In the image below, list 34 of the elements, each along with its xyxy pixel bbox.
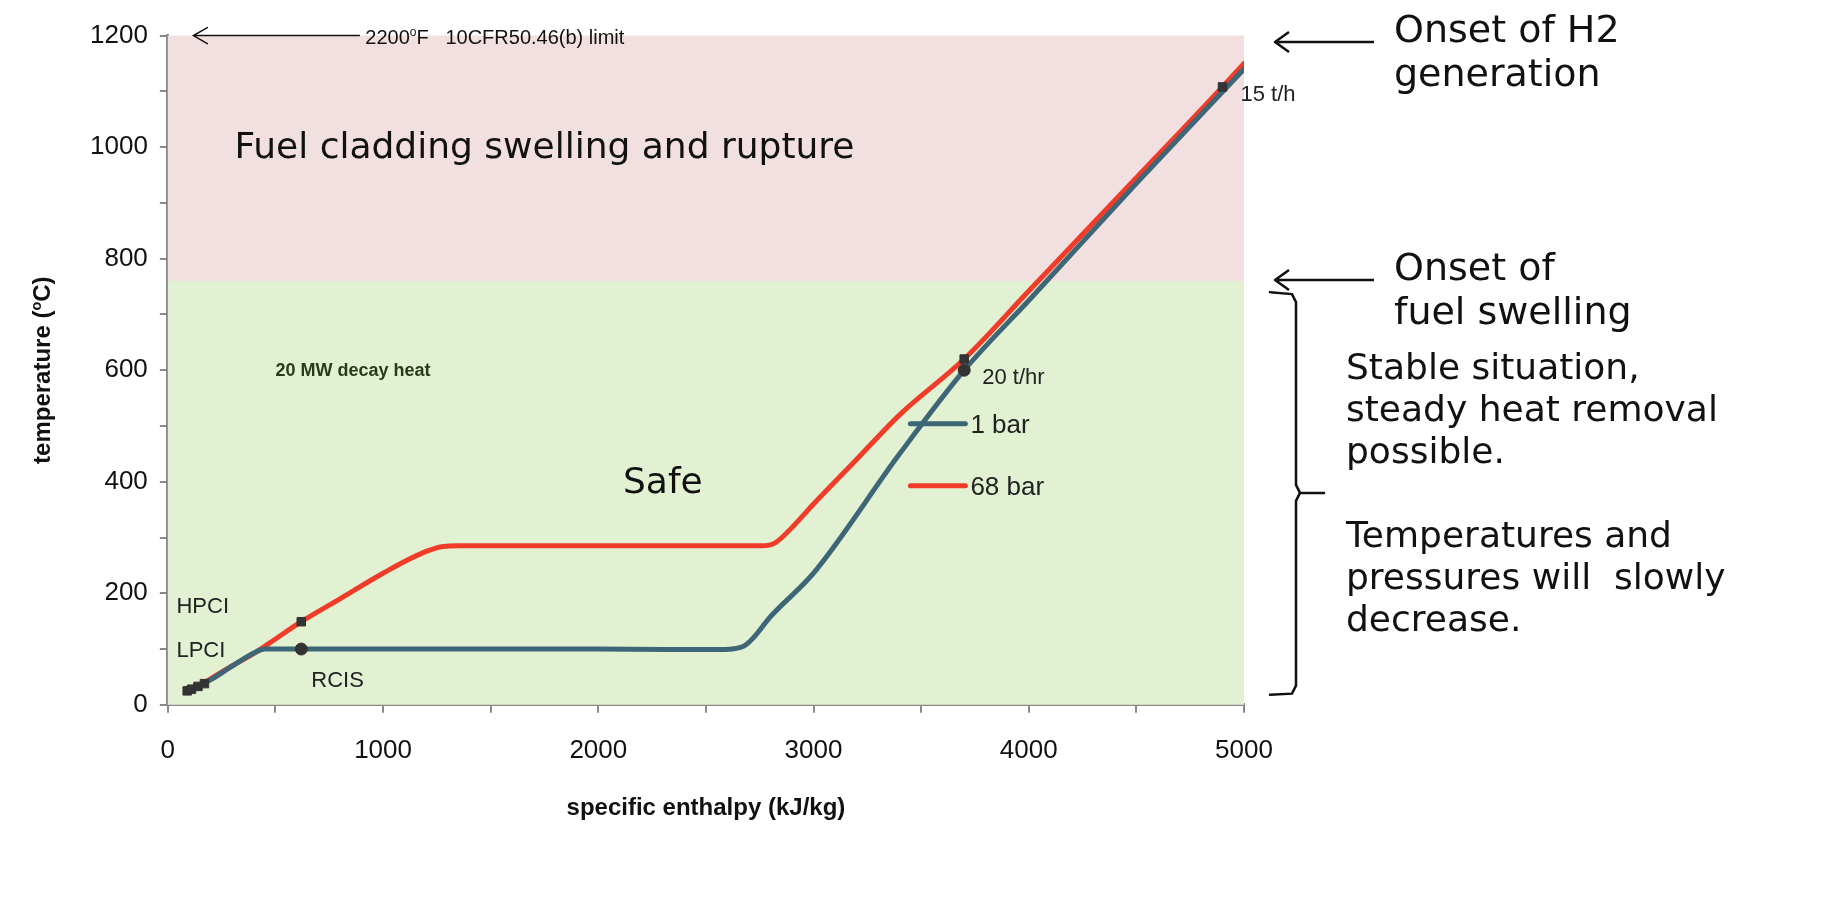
point [199, 678, 210, 689]
legend-label: 68 bar [970, 470, 1045, 501]
y-axis-title: temperature (oC) [27, 276, 55, 464]
point [294, 642, 308, 656]
x-tick-label: 5000 [1215, 733, 1273, 764]
text: Stable situation, steady heat removal possible. Temperatures and pressures will slowly decrease. [1345, 345, 1726, 639]
text: Onset of fuel swelling [1394, 244, 1632, 333]
annotation: HPCI [176, 592, 230, 618]
x-tick-label: 1000 [354, 733, 412, 764]
text: Onset of H2 generation [1394, 7, 1620, 96]
y-tick-label: 1000 [90, 130, 148, 161]
annotation: 20 t/hr [982, 364, 1045, 390]
point [957, 363, 971, 377]
y-tick-label: 1200 [90, 18, 148, 49]
annotation: LPCI [176, 637, 226, 663]
y-tick-label: 600 [104, 353, 148, 384]
y-tick-label: 0 [133, 687, 148, 718]
x-tick-label: 4000 [999, 733, 1058, 764]
y-tick-label: 400 [104, 464, 148, 495]
legend-label: 1 bar [970, 408, 1030, 439]
point [296, 616, 307, 627]
x-tick-label: 0 [160, 733, 176, 764]
point [1217, 82, 1228, 92]
y-tick-label: 200 [104, 576, 148, 607]
x-tick-label: 3000 [784, 733, 843, 764]
annotation: 15 t/h [1240, 80, 1296, 106]
annotation: RCIS [311, 667, 364, 693]
band-label: Safe [623, 459, 703, 501]
point [959, 354, 969, 364]
annotation: 20 MW decay heat [275, 359, 431, 380]
x-axis-title: specific enthalpy (kJ/kg) [566, 792, 846, 820]
x-tick-label: 2000 [569, 733, 628, 764]
y-tick-label: 800 [104, 241, 148, 272]
band-label: Fuel cladding swelling and rupture [234, 125, 855, 167]
